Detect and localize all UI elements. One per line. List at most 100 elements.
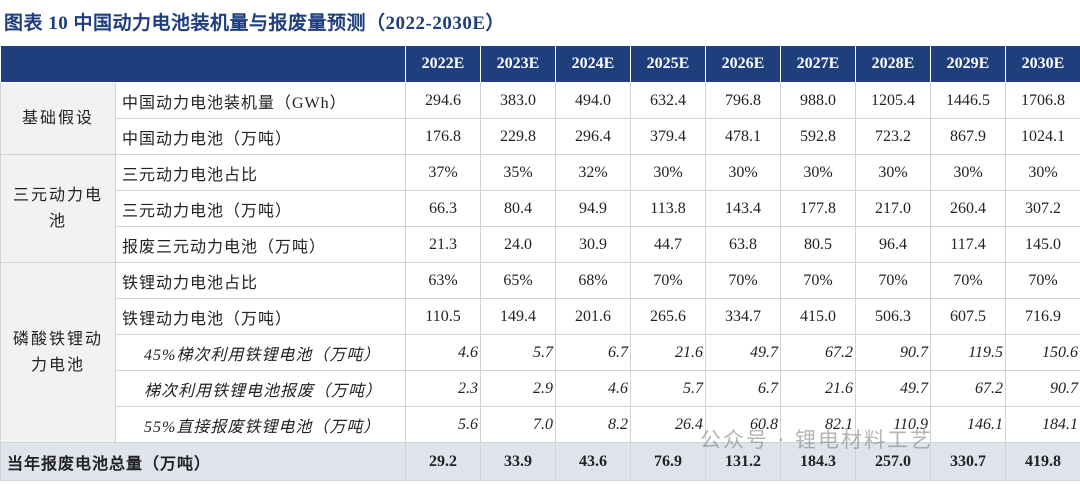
cell-value: 94.9 (555, 190, 631, 227)
header-row: 2022E 2023E 2024E 2025E 2026E 2027E 2028E 2029E… (0, 45, 1080, 83)
cell-value: 67.2 (930, 370, 1006, 407)
cell-value: 6.7 (555, 334, 631, 371)
cell-value: 4.6 (405, 334, 481, 371)
row-label: 55%直接报废铁锂电池（万吨） (115, 406, 406, 443)
cell-value: 217.0 (855, 190, 931, 227)
total-value: 257.0 (855, 442, 931, 481)
cell-value: 35% (480, 154, 556, 191)
cell-value: 415.0 (780, 298, 856, 335)
year-header: 2028E (855, 45, 931, 83)
table-row: 三元动力电池 三元动力电池占比 37% 35% 32% 30% 30% 30% 30% 30% 30… (0, 154, 1080, 263)
total-value: 184.3 (780, 442, 856, 481)
cell-value: 383.0 (480, 82, 556, 119)
cell-value: 21.6 (780, 370, 856, 407)
cell-value: 110.5 (405, 298, 481, 335)
cell-value: 70% (855, 262, 931, 299)
year-header: 2025E (630, 45, 706, 83)
cell-value: 8.2 (555, 406, 631, 443)
cell-value: 80.4 (480, 190, 556, 227)
row-label: 铁锂动力电池（万吨） (115, 298, 406, 335)
table-row: 报废三元动力电池（万吨） 21.3 24.0 30.9 44.7 63.8 80.5 96.4… (1, 226, 1080, 263)
table-row: 基础假设 中国动力电池装机量（GWh） 294.6 383.0 494.0 632.4 79… (0, 82, 1080, 155)
cell-value: 334.7 (705, 298, 781, 335)
cell-value: 145.0 (1005, 226, 1080, 263)
table-row: 中国动力电池（万吨） 176.8 229.8 296.4 379.4 478.1 592.8… (1, 118, 1080, 155)
row-label: 中国动力电池装机量（GWh） (115, 82, 406, 119)
cell-value: 96.4 (855, 226, 931, 263)
cell-value: 117.4 (930, 226, 1006, 263)
cell-value: 82.1 (780, 406, 856, 443)
table-row: 三元动力电池（万吨） 66.3 80.4 94.9 113.8 143.4 177.8 217… (1, 190, 1080, 227)
year-header: 2027E (780, 45, 856, 83)
cell-value: 201.6 (555, 298, 631, 335)
row-label: 报废三元动力电池（万吨） (115, 226, 406, 263)
cell-value: 68% (555, 262, 631, 299)
cell-value: 2.9 (480, 370, 556, 407)
cell-value: 70% (705, 262, 781, 299)
cell-value: 30% (855, 154, 931, 191)
cell-value: 294.6 (405, 82, 481, 119)
table-row: 铁锂动力电池（万吨） 110.5 149.4 201.6 265.6 334.7 415.0… (1, 298, 1080, 335)
row-label: 铁锂动力电池占比 (115, 262, 406, 299)
total-value: 33.9 (480, 442, 556, 481)
cell-value: 26.4 (630, 406, 706, 443)
row-label: 梯次利用铁锂电池报废（万吨） (115, 370, 406, 407)
cell-value: 6.7 (705, 370, 781, 407)
cell-value: 30% (1005, 154, 1080, 191)
cell-value: 796.8 (705, 82, 781, 119)
total-label: 当年报废电池总量（万吨） (0, 442, 406, 481)
group-label: 基础假设 (0, 82, 116, 155)
cell-value: 70% (780, 262, 856, 299)
cell-value: 90.7 (1005, 370, 1080, 407)
cell-value: 716.9 (1005, 298, 1080, 335)
cell-value: 592.8 (780, 118, 856, 155)
cell-value: 44.7 (630, 226, 706, 263)
header-corner (0, 45, 406, 83)
cell-value: 49.7 (855, 370, 931, 407)
cell-value: 260.4 (930, 190, 1006, 227)
cell-value: 5.7 (630, 370, 706, 407)
cell-value: 66.3 (405, 190, 481, 227)
cell-value: 70% (1005, 262, 1080, 299)
cell-value: 143.4 (705, 190, 781, 227)
cell-value: 5.6 (405, 406, 481, 443)
cell-value: 30% (930, 154, 1006, 191)
row-label: 45%梯次利用铁锂电池（万吨） (115, 334, 406, 371)
cell-value: 49.7 (705, 334, 781, 371)
cell-value: 494.0 (555, 82, 631, 119)
title: 图表 10 中国动力电池装机量与报废量预测（2022-2030E） (4, 13, 506, 34)
cell-value: 723.2 (855, 118, 931, 155)
total-value: 419.8 (1005, 442, 1080, 481)
year-header: 2030E (1005, 45, 1080, 83)
cell-value: 30.9 (555, 226, 631, 263)
cell-value: 149.4 (480, 298, 556, 335)
cell-value: 63.8 (705, 226, 781, 263)
cell-value: 70% (630, 262, 706, 299)
cell-value: 110.9 (855, 406, 931, 443)
cell-value: 119.5 (930, 334, 1006, 371)
cell-value: 1205.4 (855, 82, 931, 119)
cell-value: 988.0 (780, 82, 856, 119)
cell-value: 478.1 (705, 118, 781, 155)
cell-value: 5.7 (480, 334, 556, 371)
cell-value: 67.2 (780, 334, 856, 371)
cell-value: 80.5 (780, 226, 856, 263)
year-header: 2024E (555, 45, 631, 83)
cell-value: 265.6 (630, 298, 706, 335)
group-label: 磷酸铁锂动力电池 (0, 262, 116, 443)
group-label: 三元动力电池 (0, 154, 116, 263)
total-value: 131.2 (705, 442, 781, 481)
cell-value: 21.6 (630, 334, 706, 371)
cell-value: 37% (405, 154, 481, 191)
cell-value: 30% (705, 154, 781, 191)
cell-value: 70% (930, 262, 1006, 299)
forecast-table: 2022E 2023E 2024E 2025E 2026E 2027E 2028E 2029E… (0, 45, 1080, 481)
cell-value: 1706.8 (1005, 82, 1080, 119)
cell-value: 21.3 (405, 226, 481, 263)
cell-value: 177.8 (780, 190, 856, 227)
cell-value: 184.1 (1005, 406, 1080, 443)
total-value: 43.6 (555, 442, 631, 481)
cell-value: 113.8 (630, 190, 706, 227)
cell-value: 30% (630, 154, 706, 191)
cell-value: 65% (480, 262, 556, 299)
